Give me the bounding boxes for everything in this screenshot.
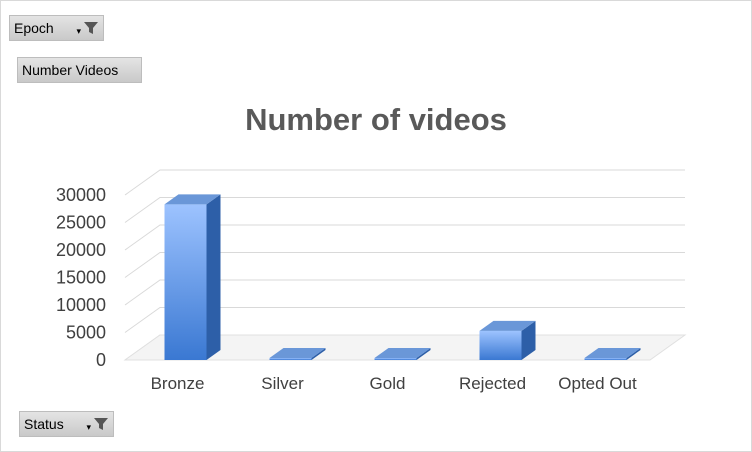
bar-cap: [374, 348, 431, 358]
bar-front: [164, 204, 207, 360]
x-tick-label: Opted Out: [558, 374, 637, 393]
y-tick-label: 0: [96, 350, 106, 370]
dropdown-caret-icon: ▾: [76, 25, 81, 36]
x-axis-ticks: Bronze Silver Gold Rejected Opted Out: [151, 374, 637, 393]
dropdown-caret-icon: ▾: [86, 421, 91, 432]
y-tick-label: 20000: [56, 240, 106, 260]
bar-side: [521, 320, 536, 360]
bar-side: [626, 348, 641, 360]
bar-cap: [269, 348, 326, 358]
bar-opted-out: [584, 348, 641, 360]
gridline: [124, 252, 685, 278]
epoch-filter-button[interactable]: Epoch ▾: [9, 15, 104, 41]
funnel-icon: [94, 418, 108, 430]
y-tick-label: 30000: [56, 185, 106, 205]
bar-side: [206, 194, 221, 360]
x-tick-label: Bronze: [151, 374, 205, 393]
chart-floor: [123, 334, 687, 361]
bar-cap: [479, 320, 536, 331]
status-filter-button[interactable]: Status ▾: [19, 411, 114, 437]
status-filter-label: Status: [24, 416, 64, 432]
chart-gridlines: [124, 169, 685, 333]
gridline: [124, 169, 685, 196]
bar-rejected: [479, 320, 536, 360]
gridline: [124, 279, 685, 306]
bar-front: [479, 330, 522, 360]
bar-front: [374, 358, 417, 360]
bar-front: [269, 358, 312, 360]
funnel-icon: [84, 22, 98, 34]
bar-cap: [584, 348, 641, 358]
epoch-filter-label: Epoch: [14, 20, 54, 36]
y-tick-label: 15000: [56, 268, 106, 288]
y-tick-label: 5000: [66, 323, 106, 343]
chart-title: Number of videos: [245, 102, 507, 137]
bar-side: [311, 348, 326, 360]
bar-front: [584, 358, 627, 360]
bar-bronze: [164, 194, 221, 360]
chart-back-wall: [123, 334, 687, 361]
y-axis-ticks: 0 5000 10000 15000 20000 25000 30000: [56, 185, 106, 370]
bar-silver: [269, 348, 326, 360]
gridline: [124, 307, 685, 333]
gridline: [124, 197, 685, 223]
bar-gold: [374, 348, 431, 360]
y-tick-label: 10000: [56, 295, 106, 315]
x-tick-label: Rejected: [459, 374, 526, 393]
number-videos-field-button[interactable]: Number Videos: [17, 57, 142, 83]
bar-side: [416, 348, 431, 360]
x-tick-label: Silver: [261, 374, 304, 393]
chart-bars: [164, 194, 641, 360]
y-tick-label: 25000: [56, 213, 106, 233]
x-tick-label: Gold: [370, 374, 406, 393]
gridline: [124, 224, 685, 251]
number-videos-field-label: Number Videos: [22, 62, 119, 78]
bar-cap: [164, 194, 221, 205]
